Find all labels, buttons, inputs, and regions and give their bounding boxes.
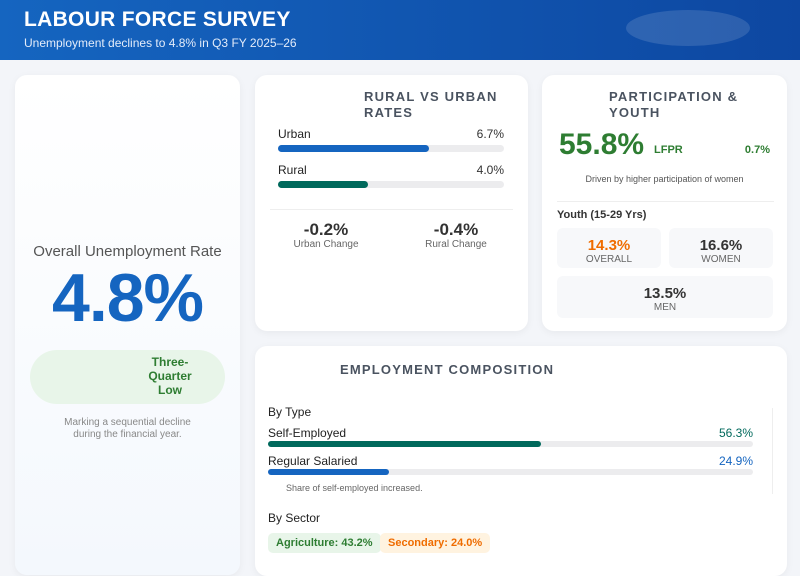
decorative-ellipse (626, 10, 750, 46)
page-subtitle: Unemployment declines to 4.8% in Q3 FY 2… (24, 36, 297, 50)
overall-unemployment-card: Overall Unemployment Rate 4.8% Three-Qua… (15, 75, 240, 575)
divider (270, 209, 513, 210)
overall-value: 4.8% (52, 260, 204, 336)
rural-urban-title: RURAL VS URBAN RATES (364, 89, 498, 120)
self-employed-bar (268, 441, 753, 447)
youth-title: Youth (15-29 Yrs) (557, 209, 647, 221)
overall-note: Marking a sequential decline during the … (64, 417, 191, 440)
rural-bar-fill (278, 181, 369, 188)
employment-title: EMPLOYMENT COMPOSITION (340, 362, 555, 377)
rural-change-value: -0.4% (433, 220, 479, 239)
urban-bar (278, 145, 504, 152)
employment-note: Share of self-employed increased. (286, 483, 423, 493)
urban-change-value: -0.2% (303, 220, 349, 239)
agriculture-sector-pill: Agriculture: 43.2% (268, 533, 381, 553)
lfpr-label: LFPR (654, 144, 683, 156)
lfpr-note: Driven by higher participation of women (585, 174, 744, 184)
page-title: LABOUR FORCE SURVEY (24, 8, 291, 31)
regular-salaried-bar-fill (268, 469, 389, 475)
overall-label: Overall Unemployment Rate (33, 243, 222, 260)
urban-label: Urban (278, 127, 311, 141)
by-sector-heading: By Sector (268, 511, 321, 525)
secondary-sector-pill: Secondary: 24.0% (380, 533, 491, 553)
participation-card: PARTICIPATION & YOUTH 55.8% LFPR 0.7% Dr… (542, 75, 787, 331)
self-employed-value: 56.3% (718, 426, 753, 440)
three-quarter-low-badge: Three-Quarter Low (30, 350, 225, 404)
rural-label: Rural (278, 163, 307, 177)
divider (557, 201, 774, 202)
rural-change-label: Rural Change (425, 239, 487, 250)
urban-bar-fill (278, 145, 430, 152)
regular-salaried-bar (268, 469, 753, 475)
rural-value: 4.0% (476, 163, 504, 177)
self-employed-label: Self-Employed (268, 426, 347, 440)
participation-title: PARTICIPATION & YOUTH (609, 89, 739, 120)
lfpr-value: 55.8% (559, 128, 645, 161)
regular-salaried-value: 24.9% (718, 454, 753, 468)
rural-bar (278, 181, 504, 188)
rural-urban-card: RURAL VS URBAN RATES Urban 6.7% Rural 4.… (255, 75, 528, 331)
urban-value: 6.7% (476, 127, 504, 141)
youth-overall-tile: 14.3% OVERALL (557, 228, 661, 268)
lfpr-change: 0.7% (744, 144, 770, 156)
youth-men-tile: 13.5% MEN (557, 276, 773, 318)
self-employed-bar-fill (268, 441, 542, 447)
youth-women-tile: 16.6% WOMEN (669, 228, 773, 268)
by-type-heading: By Type (268, 405, 312, 419)
header: LABOUR FORCE SURVEY Unemployment decline… (0, 0, 800, 60)
divider (772, 408, 773, 494)
regular-salaried-label: Regular Salaried (268, 454, 358, 468)
urban-change-label: Urban Change (293, 239, 359, 250)
